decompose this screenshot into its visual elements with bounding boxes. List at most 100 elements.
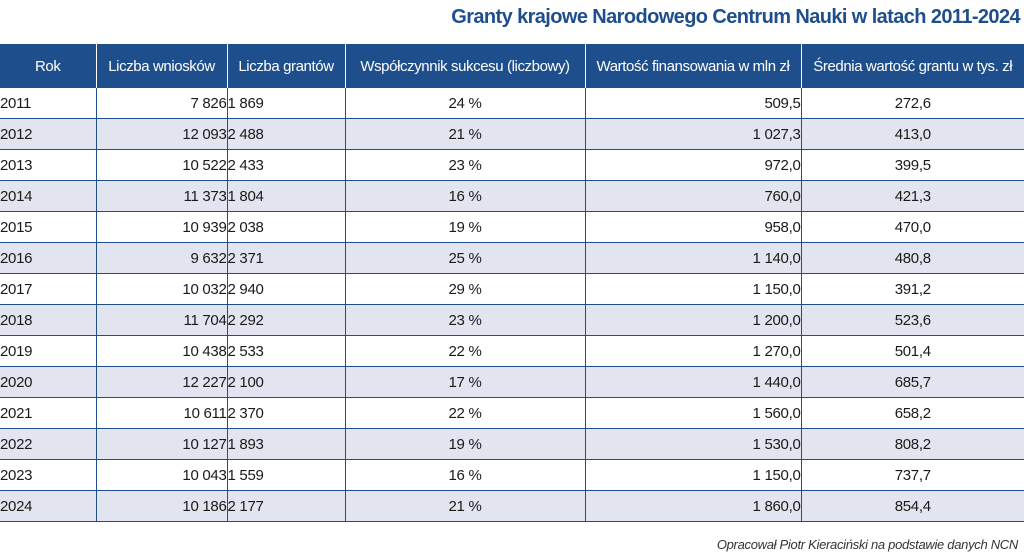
cell-applications: 9 632 <box>95 242 228 274</box>
cell-funding: 958,0 <box>584 211 802 243</box>
table-row: 2012 12 093 2 488 21 % 1 027,3 413,0 <box>0 118 1024 150</box>
table-row: 2024 10 186 2 177 21 % 1 860,0 854,4 <box>0 490 1024 522</box>
cell-grants: 2 100 <box>226 366 346 398</box>
cell-year: 2020 <box>0 366 97 398</box>
cell-grants: 1 804 <box>226 180 346 212</box>
cell-average-grant: 737,7 <box>800 459 1024 491</box>
cell-applications: 11 373 <box>95 180 228 212</box>
table-body: 2011 7 826 1 869 24 % 509,5 272,6 2012 12 093 2 … <box>0 88 1024 522</box>
table-row: 2015 10 939 2 038 19 % 958,0 470,0 <box>0 211 1024 243</box>
table-row: 2021 10 611 2 370 22 % 1 560,0 658,2 <box>0 397 1024 429</box>
cell-grants: 2 177 <box>226 490 346 522</box>
cell-applications: 12 227 <box>95 366 228 398</box>
cell-applications: 12 093 <box>95 118 228 150</box>
cell-funding: 509,5 <box>584 88 802 119</box>
cell-average-grant: 421,3 <box>800 180 1024 212</box>
cell-funding: 1 027,3 <box>584 118 802 150</box>
cell-applications: 10 611 <box>95 397 228 429</box>
cell-applications: 11 704 <box>95 304 228 336</box>
cell-grants: 2 371 <box>226 242 346 274</box>
cell-average-grant: 413,0 <box>800 118 1024 150</box>
table-row: 2016 9 632 2 371 25 % 1 140,0 480,8 <box>0 242 1024 274</box>
cell-success-rate: 19 % <box>344 428 586 460</box>
cell-funding: 1 560,0 <box>584 397 802 429</box>
cell-funding: 972,0 <box>584 149 802 181</box>
cell-applications: 7 826 <box>95 88 228 119</box>
cell-funding: 1 860,0 <box>584 490 802 522</box>
cell-grants: 1 869 <box>226 88 346 119</box>
cell-grants: 2 940 <box>226 273 346 305</box>
cell-funding: 1 530,0 <box>584 428 802 460</box>
cell-applications: 10 522 <box>95 149 228 181</box>
column-header-average-grant: Średnia wartość grantu w tys. zł <box>800 44 1024 88</box>
cell-success-rate: 23 % <box>344 149 586 181</box>
cell-funding: 1 150,0 <box>584 273 802 305</box>
cell-success-rate: 25 % <box>344 242 586 274</box>
cell-average-grant: 854,4 <box>800 490 1024 522</box>
cell-success-rate: 29 % <box>344 273 586 305</box>
cell-grants: 1 559 <box>226 459 346 491</box>
column-header-grants: Liczba grantów <box>226 44 345 88</box>
table-row: 2022 10 127 1 893 19 % 1 530,0 808,2 <box>0 428 1024 460</box>
cell-funding: 1 150,0 <box>584 459 802 491</box>
column-header-funding: Wartość finansowania w mln zł <box>584 44 801 88</box>
cell-year: 2013 <box>0 149 97 181</box>
cell-average-grant: 523,6 <box>800 304 1024 336</box>
cell-funding: 760,0 <box>584 180 802 212</box>
cell-year: 2017 <box>0 273 97 305</box>
column-header-applications: Liczba wniosków <box>95 44 227 88</box>
cell-year: 2011 <box>0 88 97 119</box>
cell-year: 2022 <box>0 428 97 460</box>
cell-average-grant: 470,0 <box>800 211 1024 243</box>
cell-year: 2019 <box>0 335 97 367</box>
table-title: Granty krajowe Narodowego Centrum Nauki … <box>451 6 1020 28</box>
cell-grants: 1 893 <box>226 428 346 460</box>
cell-average-grant: 501,4 <box>800 335 1024 367</box>
cell-funding: 1 140,0 <box>584 242 802 274</box>
cell-applications: 10 127 <box>95 428 228 460</box>
table-row: 2023 10 043 1 559 16 % 1 150,0 737,7 <box>0 459 1024 491</box>
cell-grants: 2 038 <box>226 211 346 243</box>
cell-applications: 10 043 <box>95 459 228 491</box>
cell-success-rate: 17 % <box>344 366 586 398</box>
grants-table: Rok Liczba wniosków Liczba grantów Współ… <box>0 44 1024 522</box>
source-note: Opracował Piotr Kieraciński na podstawie… <box>716 537 1018 552</box>
cell-grants: 2 433 <box>226 149 346 181</box>
table-row: 2011 7 826 1 869 24 % 509,5 272,6 <box>0 88 1024 119</box>
cell-average-grant: 480,8 <box>800 242 1024 274</box>
cell-average-grant: 272,6 <box>800 88 1024 119</box>
cell-grants: 2 488 <box>226 118 346 150</box>
cell-funding: 1 270,0 <box>584 335 802 367</box>
cell-success-rate: 21 % <box>344 118 586 150</box>
cell-funding: 1 440,0 <box>584 366 802 398</box>
cell-grants: 2 533 <box>226 335 346 367</box>
cell-year: 2021 <box>0 397 97 429</box>
cell-year: 2016 <box>0 242 97 274</box>
header-row: Rok Liczba wniosków Liczba grantów Współ… <box>0 44 1024 88</box>
table-row: 2013 10 522 2 433 23 % 972,0 399,5 <box>0 149 1024 181</box>
cell-grants: 2 292 <box>226 304 346 336</box>
table-row: 2019 10 438 2 533 22 % 1 270,0 501,4 <box>0 335 1024 367</box>
table-row: 2018 11 704 2 292 23 % 1 200,0 523,6 <box>0 304 1024 336</box>
cell-year: 2023 <box>0 459 97 491</box>
column-header-year: Rok <box>0 44 96 88</box>
cell-grants: 2 370 <box>226 397 346 429</box>
table-row: 2014 11 373 1 804 16 % 760,0 421,3 <box>0 180 1024 212</box>
column-header-success-rate: Współczynnik sukcesu (liczbowy) <box>344 44 585 88</box>
cell-average-grant: 685,7 <box>800 366 1024 398</box>
cell-year: 2018 <box>0 304 97 336</box>
cell-funding: 1 200,0 <box>584 304 802 336</box>
cell-applications: 10 186 <box>95 490 228 522</box>
cell-success-rate: 19 % <box>344 211 586 243</box>
cell-success-rate: 24 % <box>344 88 586 119</box>
cell-average-grant: 808,2 <box>800 428 1024 460</box>
cell-success-rate: 23 % <box>344 304 586 336</box>
cell-applications: 10 939 <box>95 211 228 243</box>
cell-average-grant: 658,2 <box>800 397 1024 429</box>
cell-success-rate: 21 % <box>344 490 586 522</box>
cell-average-grant: 399,5 <box>800 149 1024 181</box>
cell-average-grant: 391,2 <box>800 273 1024 305</box>
table-row: 2017 10 032 2 940 29 % 1 150,0 391,2 <box>0 273 1024 305</box>
cell-applications: 10 438 <box>95 335 228 367</box>
cell-success-rate: 22 % <box>344 335 586 367</box>
